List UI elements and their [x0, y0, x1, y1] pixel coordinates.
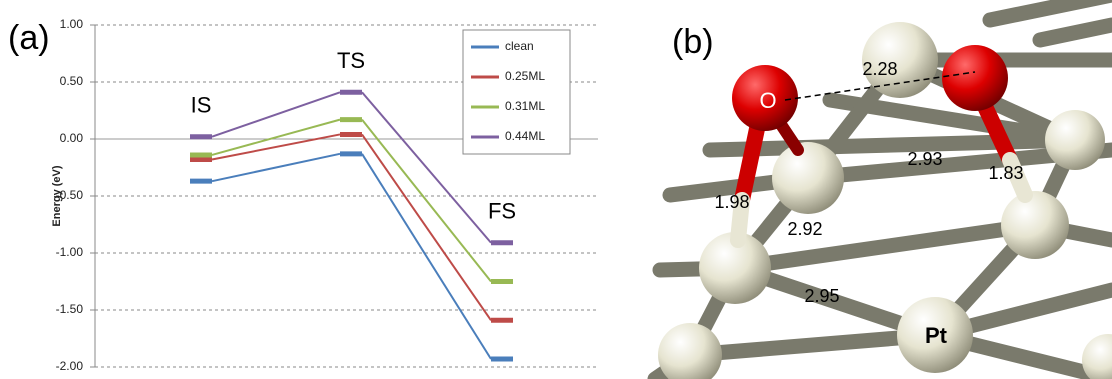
- connector: [212, 92, 340, 136]
- panel-label: (a): [8, 19, 50, 57]
- page: {"chart_data": {"type": "energy-levels",…: [0, 0, 1112, 379]
- o-atom: [942, 45, 1008, 111]
- legend-label: clean: [505, 39, 534, 53]
- y-tick-label: -1.50: [56, 302, 84, 316]
- distance-label: 1.98: [714, 192, 749, 212]
- stage-label: IS: [191, 93, 212, 118]
- y-tick-label: 0.00: [60, 131, 84, 145]
- distance-label: 2.93: [907, 149, 942, 169]
- legend-label: 0.31ML: [505, 99, 545, 113]
- stage-label: TS: [337, 48, 365, 73]
- distance-label: 2.28: [862, 59, 897, 79]
- distance-label: 2.92: [787, 219, 822, 239]
- figure: (a) Energy (eV) -2.00-1.50-1.00-0.500.00…: [0, 0, 1112, 379]
- panel-label: (b): [672, 23, 714, 61]
- y-tick-label: 0.50: [60, 74, 84, 88]
- structure-image: O Pt 2.28 2.93 1.98 2.92 1.83 2.95 (b): [655, 0, 1112, 379]
- legend-label: 0.25ML: [505, 69, 545, 83]
- y-tick-label: 1.00: [60, 17, 84, 31]
- connector: [212, 154, 340, 181]
- stage-label: FS: [488, 199, 516, 224]
- y-tick-label: -0.50: [56, 188, 84, 202]
- y-tick-label: -2.00: [56, 359, 84, 373]
- atom-label: Pt: [925, 323, 948, 348]
- connector: [362, 134, 491, 320]
- legend-label: 0.44ML: [505, 129, 545, 143]
- y-tick-label: -1.00: [56, 245, 84, 259]
- plot: -2.00 -1.50 -1.00 -0.50 0.00 0.50 1.00 IS TS FS cl…: [56, 17, 598, 373]
- distance-label: 1.83: [988, 163, 1023, 183]
- atom-label: O: [759, 88, 776, 113]
- distance-label: 2.95: [804, 286, 839, 306]
